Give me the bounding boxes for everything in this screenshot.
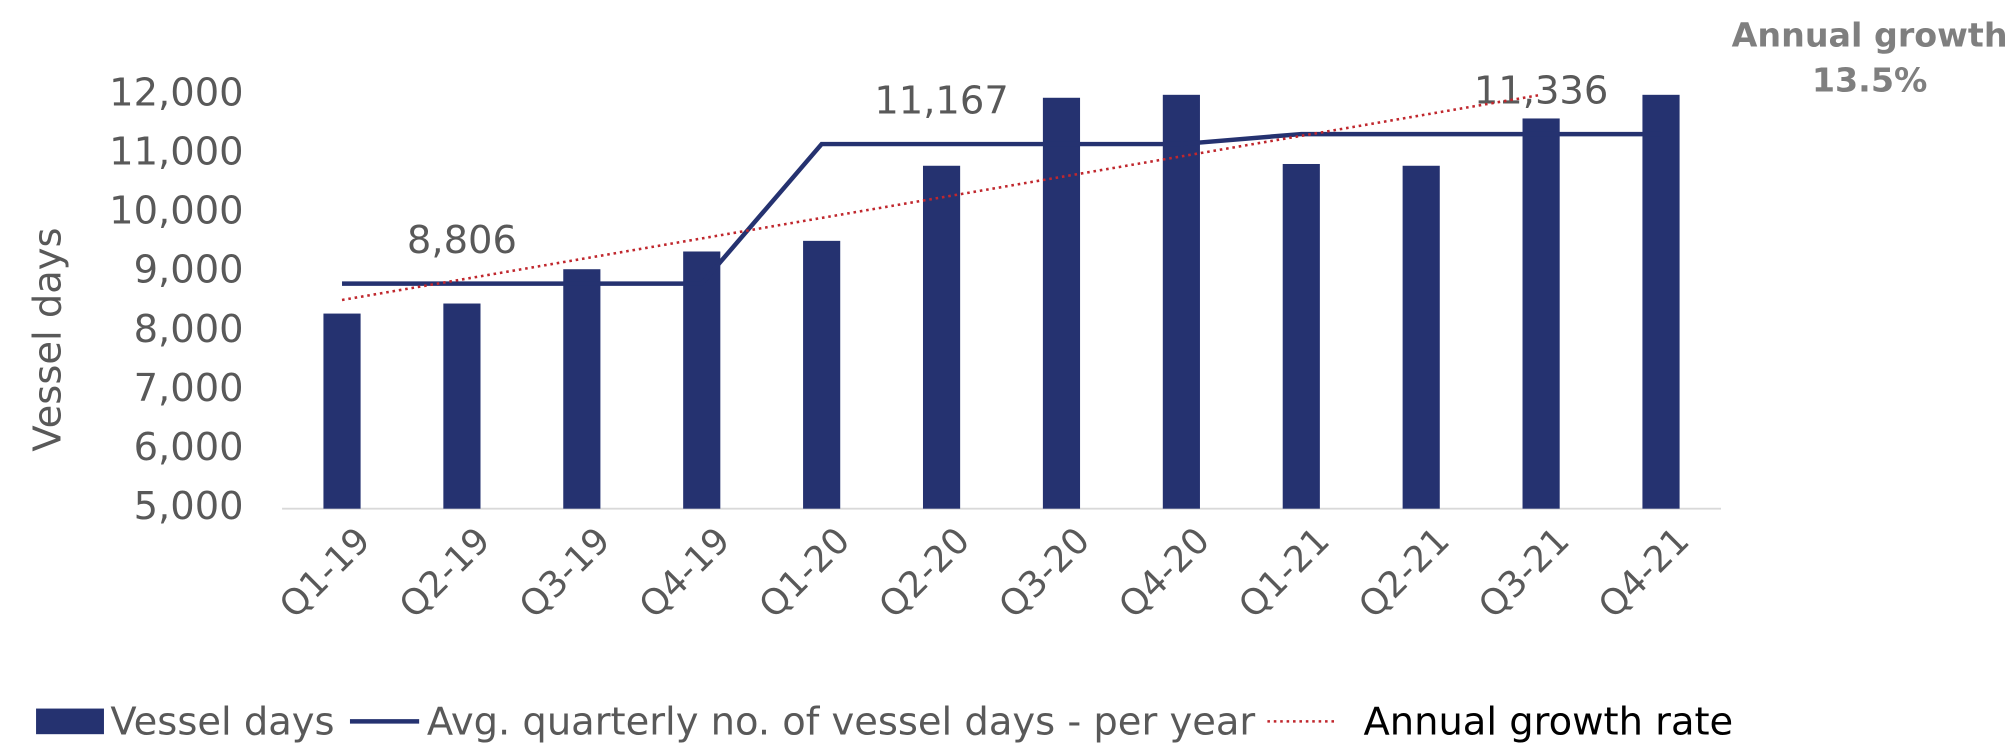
- annotation: Annual growth: [1732, 16, 2008, 55]
- y-tick-label: 9,000: [134, 248, 244, 293]
- x-tick-label: Q1-21: [1231, 520, 1337, 626]
- bar: [1042, 97, 1081, 509]
- x-tick-label: Q3-20: [991, 520, 1097, 626]
- bar: [1402, 165, 1440, 509]
- x-tick-label: Q1-19: [272, 520, 378, 626]
- bar: [922, 165, 961, 509]
- bar: [563, 269, 601, 509]
- legend-swatch: [36, 708, 104, 735]
- bar: [1282, 163, 1320, 509]
- y-tick-label: 8,000: [134, 307, 244, 352]
- bar: [1642, 94, 1680, 509]
- x-tick-label: Q4-21: [1591, 520, 1697, 626]
- x-tick-label: Q1-20: [752, 520, 858, 626]
- data-label: 11,167: [874, 79, 1008, 124]
- x-tick-label: Q2-19: [392, 520, 498, 626]
- legend-label: Annual growth rate: [1363, 699, 1733, 744]
- legend-label: Avg. quarterly no. of vessel days - per …: [427, 699, 1256, 744]
- x-tick-label: Q3-19: [512, 520, 618, 626]
- y-tick-label: 5,000: [134, 484, 244, 529]
- x-tick-label: Q2-20: [872, 520, 978, 626]
- y-tick-label: 12,000: [109, 70, 243, 115]
- bar: [683, 251, 721, 509]
- bar: [323, 313, 361, 509]
- y-tick-label: 6,000: [134, 425, 244, 470]
- data-label: 11,336: [1474, 69, 1608, 114]
- data-label: 8,806: [407, 218, 517, 263]
- annotation: 13.5%: [1812, 61, 1928, 100]
- y-axis-label: Vessel days: [26, 227, 71, 451]
- x-tick-label: Q3-21: [1471, 520, 1577, 626]
- bar: [803, 240, 841, 509]
- y-tick-label: 11,000: [109, 129, 243, 174]
- bar: [1522, 118, 1560, 509]
- y-tick-label: 7,000: [134, 366, 244, 411]
- legend-label: Vessel days: [110, 699, 334, 744]
- x-tick-label: Q4-20: [1111, 520, 1217, 626]
- bar: [1162, 94, 1200, 509]
- x-tick-label: Q2-21: [1351, 520, 1457, 626]
- trend-line: [341, 93, 1542, 302]
- line: [342, 131, 1662, 286]
- bar: [443, 303, 481, 509]
- x-tick-label: Q4-19: [632, 520, 738, 626]
- y-tick-label: 10,000: [109, 189, 243, 234]
